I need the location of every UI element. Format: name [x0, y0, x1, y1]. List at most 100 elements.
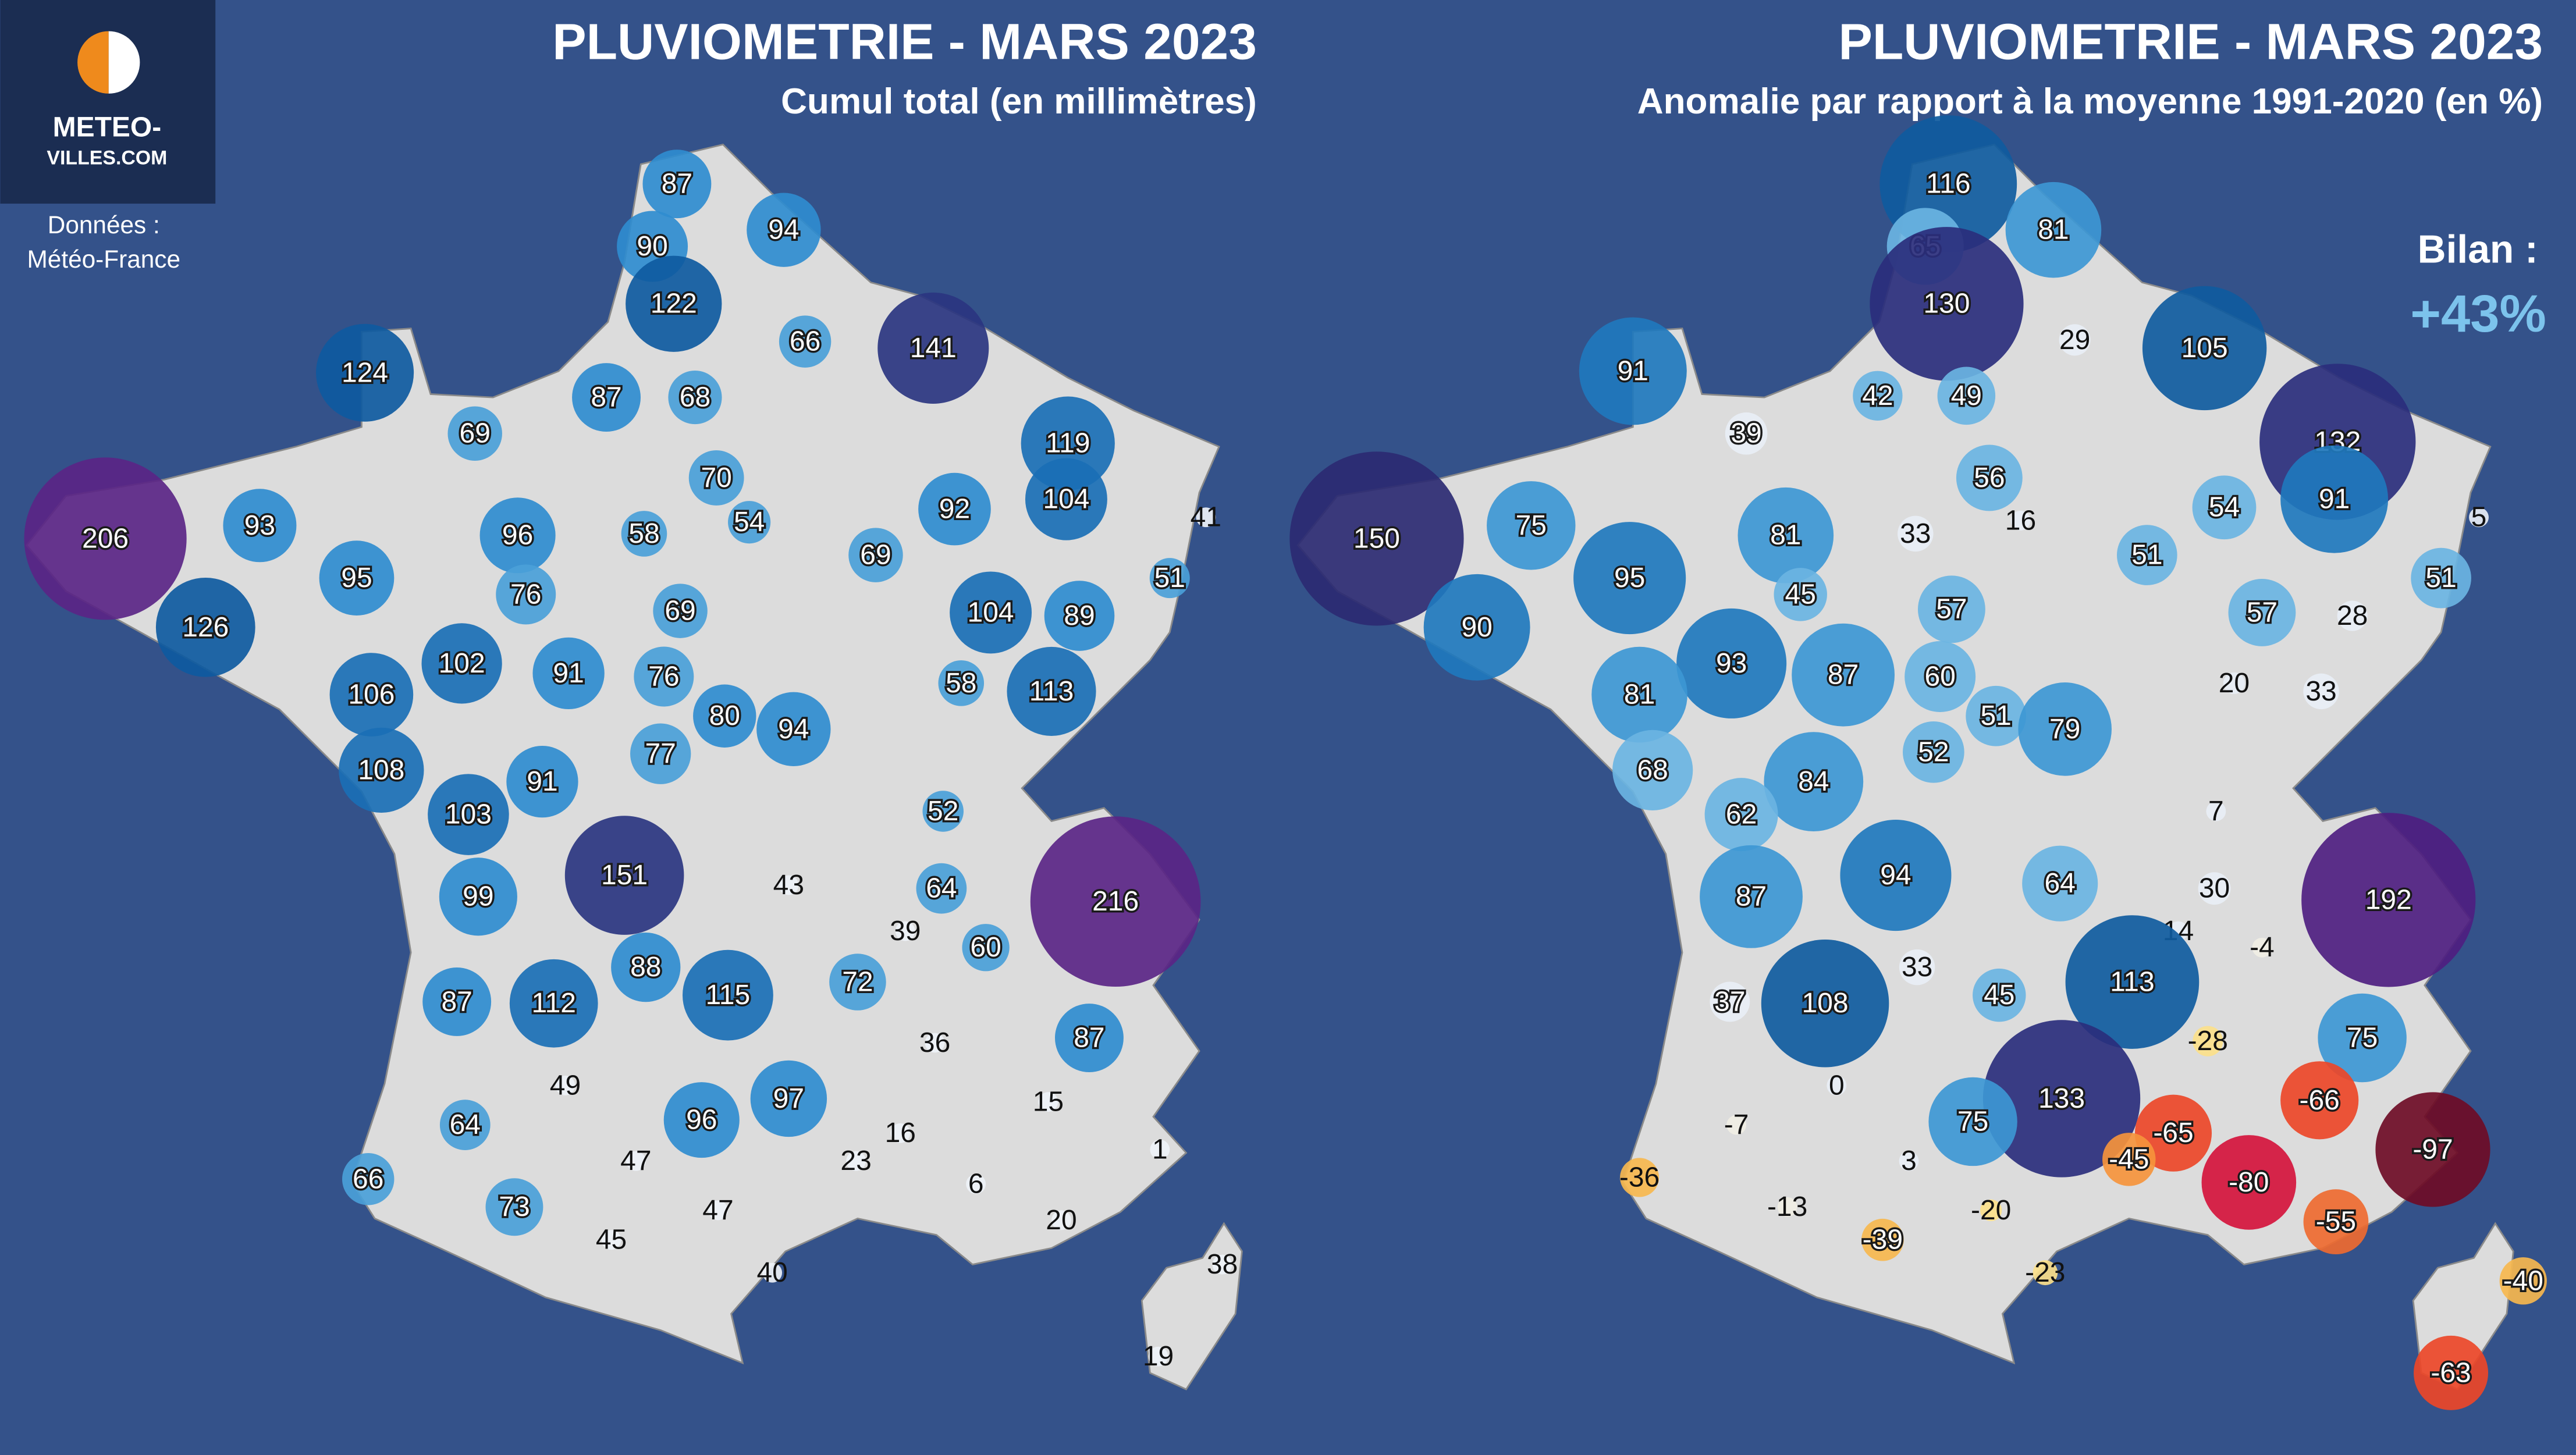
- station-bubble: [2252, 937, 2272, 958]
- station-value: 95: [341, 563, 372, 593]
- station-value: 57: [1936, 594, 1967, 625]
- station-bubble: [642, 150, 712, 219]
- station-value: 58: [628, 518, 659, 549]
- station-value: 216: [1092, 886, 1139, 917]
- station-bubble: [1579, 317, 1687, 425]
- logo-line1: METEO-: [53, 112, 162, 143]
- station-bubble: [428, 774, 509, 855]
- station-value: 87: [1736, 881, 1767, 912]
- station-value: 54: [734, 507, 765, 538]
- station-value: 97: [773, 1083, 804, 1114]
- station-value: 56: [1974, 463, 2005, 493]
- station-value: 20: [1046, 1205, 1076, 1236]
- station-value: 23: [840, 1145, 871, 1176]
- station-value: 49: [550, 1070, 581, 1101]
- station-bubble: [688, 450, 744, 506]
- station-value: 62: [1726, 799, 1757, 830]
- station-bubble: [155, 577, 255, 677]
- station-value: 76: [510, 579, 541, 610]
- station-value: 60: [1924, 661, 1955, 692]
- station-bubble: [339, 727, 424, 813]
- station-bubble: [950, 571, 1032, 654]
- station-value: 94: [768, 215, 799, 246]
- station-value: 39: [890, 916, 921, 947]
- station-value: 38: [1207, 1249, 1238, 1280]
- station-value: 89: [1064, 600, 1095, 631]
- station-bubble: [846, 1151, 866, 1171]
- station-value: 51: [1980, 700, 2011, 731]
- station-value: 69: [860, 540, 891, 571]
- station-value: 54: [2209, 492, 2240, 523]
- station-bubble: [621, 511, 667, 557]
- station-bubble: [1725, 412, 1768, 455]
- station-value: 16: [2005, 505, 2036, 536]
- station-bubble: [611, 933, 681, 1002]
- station-value: 20: [2219, 668, 2250, 699]
- logo-sun: [77, 31, 109, 94]
- station-bubble: [1761, 939, 1889, 1068]
- station-bubble: [316, 323, 414, 422]
- station-value: 64: [450, 1109, 481, 1140]
- station-value: 30: [2199, 873, 2230, 904]
- station-value: 66: [353, 1164, 383, 1194]
- source-name: Météo-France: [27, 246, 180, 273]
- station-bubble: [421, 623, 502, 704]
- station-bubble: [1853, 371, 1903, 421]
- station-value: 92: [939, 494, 970, 525]
- station-value: 113: [1029, 676, 1074, 707]
- station-value: 115: [706, 980, 750, 1011]
- station-value: 16: [885, 1118, 916, 1148]
- station-value: 95: [1614, 563, 1645, 593]
- station-bubble: [1980, 1199, 2002, 1222]
- station-value: 91: [1618, 355, 1648, 386]
- station-value: 69: [665, 596, 695, 627]
- station-value: 5: [2471, 502, 2487, 533]
- station-value: 51: [1154, 563, 1185, 593]
- station-value: 40: [756, 1257, 787, 1288]
- station-bubble: [2116, 525, 2177, 585]
- station-value: 87: [1828, 660, 1859, 691]
- station-bubble: [1573, 522, 1686, 635]
- station-value: 77: [645, 738, 676, 769]
- station-bubble: [1704, 778, 1778, 852]
- station-bubble: [922, 791, 964, 832]
- station-value: 104: [1043, 484, 1089, 515]
- station-bubble: [829, 954, 886, 1011]
- station-bubble: [2280, 445, 2389, 553]
- station-value: 126: [182, 612, 229, 643]
- station-bubble: [1917, 575, 1985, 643]
- station-bubble: [1903, 721, 1964, 783]
- station-value: 6: [968, 1169, 984, 1200]
- station-bubble: [1905, 641, 1976, 712]
- station-value: 94: [778, 714, 809, 745]
- station-bubble: [1150, 1140, 1170, 1159]
- station-bubble: [1196, 507, 1216, 528]
- station-value: 108: [1802, 988, 1849, 1019]
- station-value: 96: [502, 520, 533, 551]
- station-value: 91: [527, 766, 557, 797]
- station-value: 90: [1461, 612, 1492, 643]
- station-value: 49: [1951, 380, 1982, 411]
- station-bubble: [1612, 730, 1693, 810]
- station-bubble: [1700, 845, 1803, 948]
- station-bubble: [1982, 1020, 2141, 1177]
- station-value: 124: [342, 357, 388, 388]
- station-value: 122: [651, 289, 697, 319]
- station-bubble: [653, 584, 708, 638]
- station-bubble: [439, 858, 517, 936]
- station-bubble: [2192, 475, 2257, 540]
- station-bubble: [329, 653, 414, 737]
- station-bubble: [1038, 1092, 1058, 1112]
- station-bubble: [2499, 1257, 2547, 1305]
- station-bubble: [564, 816, 684, 935]
- station-value: 64: [2045, 868, 2076, 899]
- station-bubble: [1792, 623, 1895, 727]
- station-value: -45: [2109, 1144, 2149, 1175]
- station-value: 79: [2049, 714, 2080, 745]
- station-bubble: [1620, 1158, 1660, 1197]
- station-value: 73: [499, 1191, 530, 1222]
- station-bubble: [1591, 646, 1687, 743]
- station-bubble: [2022, 845, 2098, 922]
- station-value: 42: [1862, 380, 1893, 411]
